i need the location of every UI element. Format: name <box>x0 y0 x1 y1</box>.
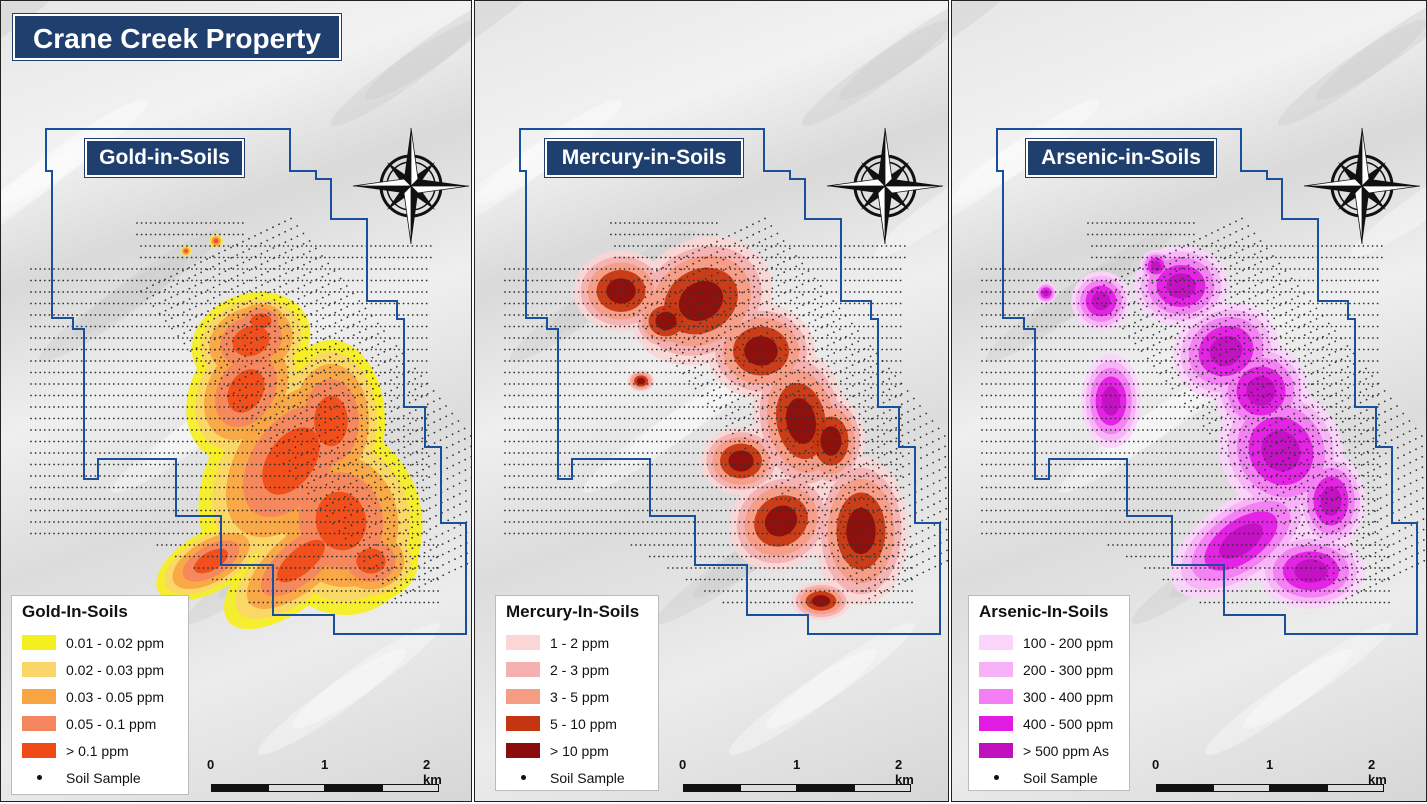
gold-map-canvas <box>1 1 471 755</box>
compass-rose-icon <box>352 127 470 245</box>
compass-rose-icon <box>1303 127 1421 245</box>
legend-title: Gold-In-Soils <box>22 602 128 621</box>
soil-sample-dot-icon <box>979 770 1013 785</box>
soil-sample-dot-icon <box>22 770 56 785</box>
mercury-map-panel: Mercury-in-Soils Mercury-In-Soils 1 - 2 … <box>474 0 949 802</box>
soil-sample-layer <box>30 217 471 604</box>
legend-title: Mercury-In-Soils <box>506 602 640 621</box>
legend-item: 400 - 500 ppm <box>979 710 1119 737</box>
legend-swatch <box>979 689 1013 704</box>
legend-swatch <box>979 716 1013 731</box>
panel-title-gold: Gold-in-Soils <box>85 139 244 177</box>
legend-item: 0.03 - 0.05 ppm <box>22 683 178 710</box>
property-boundary <box>996 128 1418 635</box>
legend-item: > 0.1 ppm <box>22 737 178 764</box>
arsenic-map-canvas <box>952 1 1426 755</box>
mercury-map-canvas <box>475 1 948 755</box>
scale-label-2: 2 km <box>423 757 442 787</box>
legend-item-soil-sample: Soil Sample <box>506 764 648 791</box>
arsenic-map-panel: Arsenic-in-Soils Arsenic-In-Soils 100 - … <box>951 0 1427 802</box>
legend-item-soil-sample: Soil Sample <box>22 764 178 791</box>
scale-label-1: 1 <box>321 757 329 772</box>
mercury-anomaly-layer <box>573 236 909 620</box>
legend-swatch <box>22 743 56 758</box>
legend-swatch <box>506 716 540 731</box>
legend-title: Arsenic-In-Soils <box>979 602 1109 621</box>
panel-title-arsenic: Arsenic-in-Soils <box>1026 139 1216 177</box>
scale-bar: 0 1 2 km <box>207 757 442 797</box>
gold-legend: Gold-In-Soils 0.01 - 0.02 ppm 0.02 - 0.0… <box>11 595 189 795</box>
legend-item: 1 - 2 ppm <box>506 629 648 656</box>
legend-item: > 500 ppm As <box>979 737 1119 764</box>
mercury-legend: Mercury-In-Soils 1 - 2 ppm 2 - 3 ppm 3 -… <box>495 595 659 791</box>
legend-item: 0.02 - 0.03 ppm <box>22 656 178 683</box>
legend-item: 300 - 400 ppm <box>979 683 1119 710</box>
legend-item: 3 - 5 ppm <box>506 683 648 710</box>
legend-swatch <box>979 743 1013 758</box>
legend-swatch <box>979 635 1013 650</box>
legend-item: 0.05 - 0.1 ppm <box>22 710 178 737</box>
scale-label-2: 2 km <box>895 757 914 787</box>
soil-sample-layer <box>981 217 1426 604</box>
main-title: Crane Creek Property <box>13 14 341 60</box>
gold-map-panel: Crane Creek Property Gold-in-Soils Gold-… <box>0 0 472 802</box>
legend-swatch <box>506 662 540 677</box>
legend-swatch <box>22 635 56 650</box>
arsenic-legend: Arsenic-In-Soils 100 - 200 ppm 200 - 300… <box>968 595 1130 791</box>
legend-item: > 10 ppm <box>506 737 648 764</box>
scale-bar: 0 1 2 km <box>1152 757 1387 797</box>
legend-item: 0.01 - 0.02 ppm <box>22 629 178 656</box>
soil-sample-dot-icon <box>506 770 540 785</box>
legend-swatch <box>506 689 540 704</box>
legend-swatch <box>506 743 540 758</box>
scale-label-0: 0 <box>1152 757 1160 772</box>
soil-sample-layer <box>504 217 948 604</box>
legend-swatch <box>506 635 540 650</box>
scale-label-0: 0 <box>207 757 215 772</box>
legend-swatch <box>979 662 1013 677</box>
scale-label-1: 1 <box>1266 757 1274 772</box>
legend-swatch <box>22 689 56 704</box>
legend-swatch <box>22 716 56 731</box>
scale-label-1: 1 <box>793 757 801 772</box>
compass-rose-icon <box>826 127 944 245</box>
scale-label-2: 2 km <box>1368 757 1387 787</box>
legend-item: 200 - 300 ppm <box>979 656 1119 683</box>
panel-title-mercury: Mercury-in-Soils <box>545 139 743 177</box>
scale-label-0: 0 <box>679 757 687 772</box>
legend-item: 2 - 3 ppm <box>506 656 648 683</box>
property-boundary <box>45 128 467 635</box>
legend-item: 100 - 200 ppm <box>979 629 1119 656</box>
scale-bar: 0 1 2 km <box>679 757 914 797</box>
property-boundary <box>519 128 941 635</box>
legend-item-soil-sample: Soil Sample <box>979 764 1119 791</box>
legend-item: 5 - 10 ppm <box>506 710 648 737</box>
legend-swatch <box>22 662 56 677</box>
